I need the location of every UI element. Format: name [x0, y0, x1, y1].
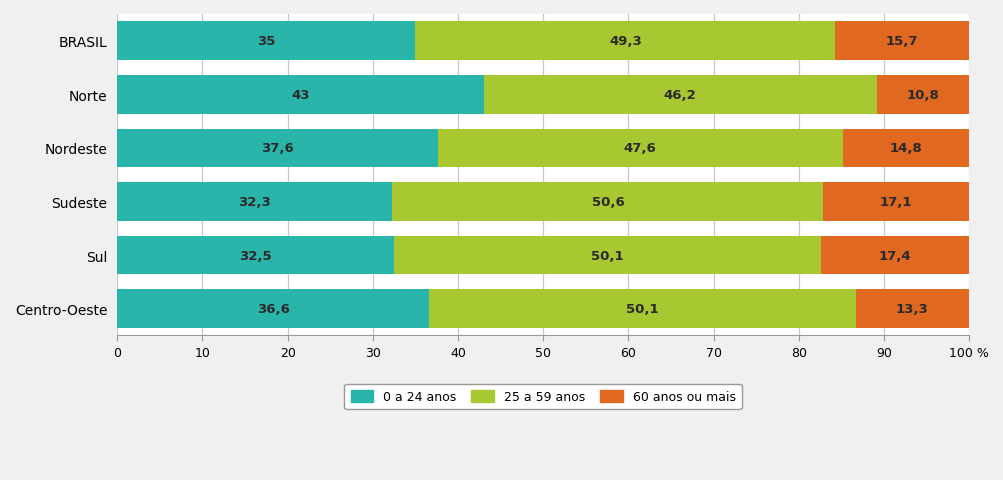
- Text: 43: 43: [291, 89, 309, 102]
- Bar: [117, 15, 968, 69]
- Bar: [437, 129, 843, 168]
- Bar: [117, 175, 968, 229]
- Bar: [117, 229, 968, 282]
- Bar: [820, 236, 968, 275]
- Bar: [392, 183, 822, 221]
- Bar: [117, 69, 968, 122]
- Text: 47,6: 47,6: [623, 142, 656, 155]
- Bar: [822, 183, 968, 221]
- Bar: [843, 129, 968, 168]
- Text: 13,3: 13,3: [895, 302, 928, 315]
- Bar: [415, 23, 834, 61]
- Bar: [117, 122, 968, 175]
- Text: 17,1: 17,1: [879, 195, 912, 208]
- Bar: [834, 23, 968, 61]
- Bar: [117, 282, 968, 336]
- Bar: [394, 236, 820, 275]
- Text: 46,2: 46,2: [663, 89, 696, 102]
- Text: 50,1: 50,1: [626, 302, 658, 315]
- Bar: [117, 129, 437, 168]
- Bar: [117, 236, 394, 275]
- Text: 10,8: 10,8: [906, 89, 939, 102]
- Bar: [117, 76, 483, 114]
- Text: 50,1: 50,1: [591, 249, 623, 262]
- Text: 35: 35: [257, 35, 275, 48]
- Bar: [855, 290, 968, 328]
- Text: 15,7: 15,7: [885, 35, 918, 48]
- Text: 37,6: 37,6: [261, 142, 294, 155]
- Bar: [117, 183, 392, 221]
- Bar: [117, 290, 428, 328]
- Text: 32,5: 32,5: [239, 249, 272, 262]
- Text: 36,6: 36,6: [257, 302, 289, 315]
- Text: 50,6: 50,6: [591, 195, 624, 208]
- Bar: [428, 290, 855, 328]
- Text: 14,8: 14,8: [889, 142, 922, 155]
- Text: 49,3: 49,3: [609, 35, 641, 48]
- Bar: [483, 76, 877, 114]
- Bar: [877, 76, 968, 114]
- Text: 17,4: 17,4: [878, 249, 911, 262]
- Legend: 0 a 24 anos, 25 a 59 anos, 60 anos ou mais: 0 a 24 anos, 25 a 59 anos, 60 anos ou ma…: [344, 384, 741, 409]
- Text: 32,3: 32,3: [238, 195, 271, 208]
- Bar: [117, 23, 415, 61]
